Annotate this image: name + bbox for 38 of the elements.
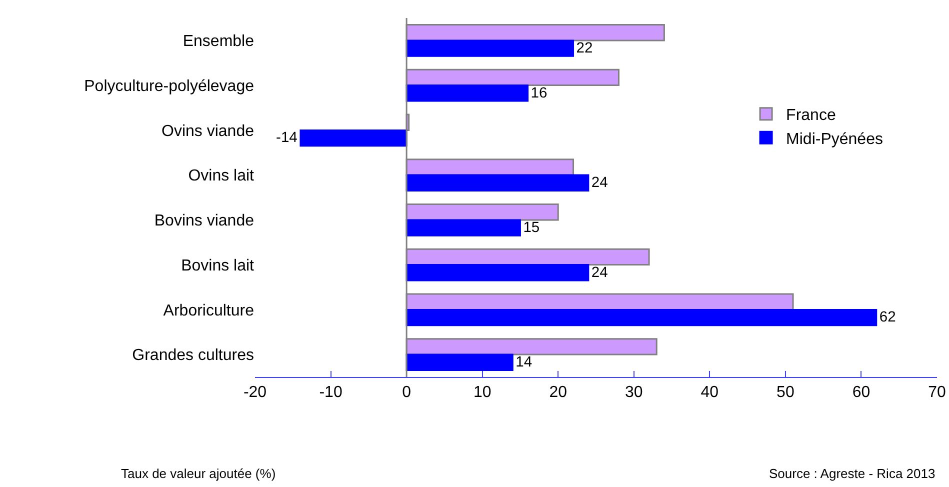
- x-tick-label: 50: [776, 384, 794, 402]
- bar: [406, 354, 514, 372]
- data-label: 24: [591, 175, 608, 192]
- x-tick-label: 70: [928, 384, 946, 402]
- data-label: 15: [523, 220, 540, 236]
- y-tick-label: Grandes cultures: [132, 347, 254, 364]
- y-tick-label: Arboriculture: [163, 302, 254, 320]
- x-tick-label: 30: [624, 384, 643, 402]
- y-tick-label: Polyculture-polyélevage: [84, 78, 254, 95]
- source-note: Source : Agreste - Rica 2013: [769, 466, 936, 481]
- x-axis-title: Taux de valeur ajoutée (%): [121, 466, 276, 481]
- x-tick-label: 10: [473, 384, 492, 402]
- data-label: 16: [530, 85, 548, 102]
- bar: [406, 264, 590, 282]
- x-tick-label: 40: [700, 384, 719, 402]
- y-tick-label: Bovins lait: [181, 257, 255, 274]
- legend-label: France: [786, 107, 836, 124]
- data-label: 14: [516, 354, 532, 371]
- data-label: 22: [576, 40, 593, 56]
- bar: [406, 84, 529, 102]
- bar: [406, 308, 878, 326]
- legend-label: Midi-Pyénées: [786, 130, 883, 148]
- y-tick-label: Ensemble: [182, 33, 254, 50]
- data-label: 62: [879, 310, 896, 326]
- x-tick-label: 60: [852, 384, 870, 402]
- x-tick-label: 20: [549, 384, 568, 402]
- bar: [406, 174, 590, 192]
- x-tick-label: -20: [243, 384, 267, 402]
- x-tick-label: -10: [319, 384, 342, 402]
- data-label: 24: [591, 264, 608, 281]
- y-tick-label: Ovins viande: [162, 122, 254, 140]
- y-tick-label: Bovins viande: [154, 212, 254, 230]
- bar: [300, 129, 408, 147]
- bar: [406, 219, 521, 236]
- x-tick-label: 0: [402, 384, 412, 402]
- y-tick-label: Ovins lait: [188, 168, 255, 185]
- bar: [406, 40, 574, 57]
- data-label: -14: [276, 130, 298, 146]
